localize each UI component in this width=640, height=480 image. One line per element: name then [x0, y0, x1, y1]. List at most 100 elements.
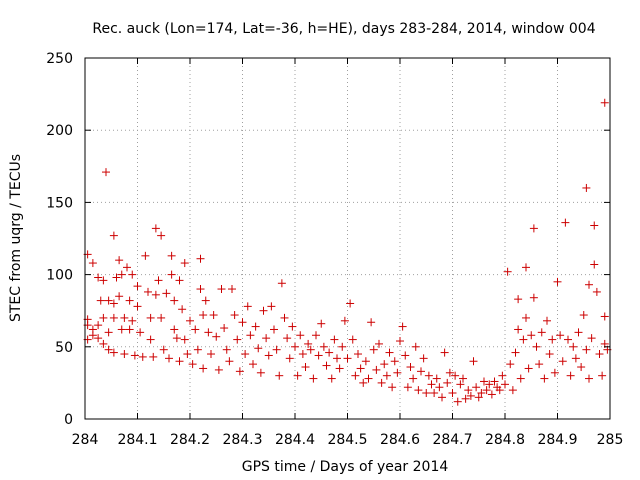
- data-point: [490, 377, 499, 386]
- data-point: [430, 389, 439, 398]
- data-point: [553, 277, 562, 286]
- data-point: [545, 350, 554, 359]
- data-point: [220, 324, 229, 333]
- data-point: [325, 348, 334, 357]
- data-point: [167, 270, 176, 279]
- x-tick-label: 284: [72, 432, 99, 448]
- x-tick-label: 284.7: [432, 432, 472, 448]
- data-point: [435, 383, 444, 392]
- data-point: [579, 311, 588, 320]
- data-point: [587, 334, 596, 343]
- data-point: [172, 334, 181, 343]
- y-tick-label: 250: [46, 51, 73, 67]
- x-tick-label: 284.2: [170, 432, 210, 448]
- data-point: [88, 331, 97, 340]
- data-point: [524, 364, 533, 373]
- data-point: [280, 313, 289, 322]
- data-point: [146, 313, 155, 322]
- data-point: [592, 287, 601, 296]
- data-point: [109, 231, 118, 240]
- data-point: [529, 293, 538, 302]
- data-point: [117, 270, 126, 279]
- data-point: [180, 335, 189, 344]
- data-point: [582, 345, 591, 354]
- data-point: [503, 267, 512, 276]
- data-point: [474, 393, 483, 402]
- data-point: [199, 364, 208, 373]
- data-point: [199, 311, 208, 320]
- data-point: [251, 322, 260, 331]
- data-point: [94, 334, 103, 343]
- data-point: [149, 352, 158, 361]
- y-tick-label: 100: [46, 268, 73, 284]
- data-point: [372, 365, 381, 374]
- data-point: [577, 363, 586, 372]
- data-point: [585, 374, 593, 383]
- data-point: [585, 280, 593, 289]
- data-point: [175, 357, 184, 366]
- data-point: [207, 350, 215, 359]
- x-tick-label: 284.4: [275, 432, 315, 448]
- data-point: [293, 371, 302, 380]
- data-point: [600, 98, 609, 107]
- data-point: [380, 360, 389, 369]
- data-point: [543, 316, 551, 325]
- data-point: [151, 290, 160, 299]
- data-point: [256, 368, 265, 377]
- data-point: [409, 374, 418, 383]
- data-point: [154, 276, 163, 285]
- data-point: [393, 368, 402, 377]
- data-point: [480, 377, 488, 386]
- data-point: [99, 339, 108, 348]
- data-point: [104, 296, 113, 305]
- data-point: [550, 368, 559, 377]
- data-point: [275, 371, 284, 380]
- data-point: [403, 383, 412, 392]
- data-point: [574, 328, 583, 337]
- axis-ticks: [84, 57, 611, 420]
- data-point: [461, 394, 470, 403]
- data-point: [422, 389, 431, 398]
- data-point: [225, 357, 234, 366]
- data-point: [398, 322, 407, 331]
- data-point: [162, 289, 171, 298]
- data-point: [115, 292, 124, 301]
- data-point: [99, 276, 108, 285]
- data-point: [104, 328, 113, 337]
- data-point: [340, 316, 349, 325]
- x-tick-labels: 284 284.1 284.2 284.3 284.4 284.5 284.6 284.7 28…: [72, 432, 624, 448]
- data-point: [204, 328, 213, 337]
- data-point: [506, 360, 515, 369]
- data-point: [99, 313, 108, 322]
- data-point: [115, 256, 124, 265]
- data-point: [259, 306, 268, 315]
- data-point: [104, 345, 113, 354]
- data-point: [335, 364, 344, 373]
- data-point: [582, 183, 591, 192]
- x-tick-label: 284.8: [485, 432, 525, 448]
- data-point: [595, 350, 604, 359]
- data-point: [359, 378, 368, 387]
- data-point: [120, 313, 129, 322]
- data-point: [548, 335, 557, 344]
- data-point: [128, 270, 137, 279]
- data-point: [246, 331, 255, 340]
- data-point: [571, 354, 580, 363]
- data-point: [201, 296, 210, 305]
- x-tick-label: 284.6: [380, 432, 420, 448]
- data-point: [112, 273, 121, 282]
- data-point: [146, 335, 155, 344]
- data-point: [482, 386, 491, 395]
- data-point: [514, 325, 523, 334]
- data-point: [175, 276, 184, 285]
- data-point: [217, 285, 226, 294]
- data-point: [348, 335, 357, 344]
- data-point: [396, 337, 404, 346]
- data-point: [120, 350, 129, 359]
- data-point: [193, 345, 202, 354]
- data-point: [485, 380, 494, 389]
- data-point: [453, 397, 462, 406]
- data-point: [346, 299, 355, 308]
- data-point: [291, 342, 299, 351]
